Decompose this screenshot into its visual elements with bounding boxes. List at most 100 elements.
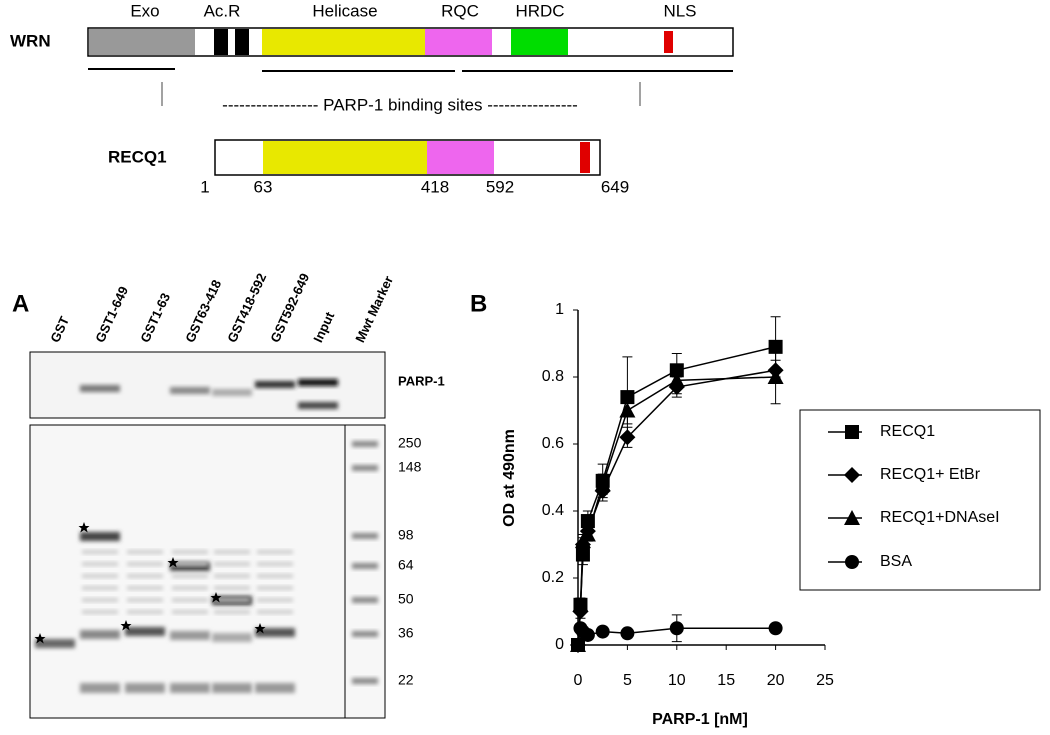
band: [172, 586, 208, 590]
domain-label: Ac.R: [204, 1, 241, 20]
marker-size: 50: [398, 591, 414, 607]
band: [170, 683, 210, 693]
marker: [767, 369, 784, 384]
legend-marker: [844, 510, 860, 525]
lane-label: GST: [47, 314, 72, 345]
band: [298, 402, 338, 409]
band: [212, 389, 252, 396]
band: [127, 574, 163, 578]
domain: [235, 29, 249, 55]
band: [214, 562, 250, 566]
recq1-diagram: RECQ1 1 63 418 592 649: [108, 139, 629, 196]
y-tick-label: 0: [555, 636, 564, 653]
position-label: 63: [254, 177, 273, 196]
legend: [799, 409, 1041, 591]
domain: [262, 29, 425, 55]
band: [172, 598, 208, 602]
band: [214, 550, 250, 554]
marker: [619, 402, 636, 418]
x-axis-title: PARP-1 [nM]: [652, 711, 748, 728]
domain: [214, 29, 228, 55]
marker: [619, 429, 636, 446]
marker: [595, 624, 610, 639]
band: [82, 562, 118, 566]
y-tick-label: 0.8: [542, 368, 564, 385]
domain-label: HRDC: [515, 1, 564, 20]
y-tick-label: 0.4: [542, 502, 564, 519]
gel: [29, 424, 386, 719]
marker: [669, 621, 684, 636]
bracket: [161, 82, 641, 106]
band: [257, 574, 293, 578]
y-axis-title: OD at 490nm: [501, 429, 518, 527]
band: [82, 598, 118, 602]
band: [80, 683, 120, 693]
marker: [620, 626, 635, 641]
legend-label: RECQ1+DNAseI: [880, 509, 1000, 526]
domain: [664, 31, 673, 53]
domain-label: RQC: [441, 1, 479, 20]
legend-label: RECQ1: [880, 423, 935, 440]
y-tick-label: 0.6: [542, 435, 564, 452]
protein-label: RECQ1: [108, 147, 167, 166]
blot-label: PARP-1: [398, 373, 445, 388]
band: [170, 387, 210, 394]
star: [34, 633, 46, 644]
band: [170, 631, 210, 640]
star: [254, 623, 266, 634]
domain-label: Helicase: [312, 1, 377, 20]
band: [35, 639, 75, 648]
y-tick-label: 0.2: [542, 569, 564, 586]
band: [82, 574, 118, 578]
band: [255, 628, 295, 637]
binding-label: ----------------- PARP-1 binding sites -…: [222, 95, 578, 114]
marker-band: [352, 678, 378, 684]
y-tick-label: 1: [555, 301, 564, 318]
band: [257, 586, 293, 590]
marker: [580, 627, 595, 642]
marker: [572, 596, 589, 612]
x-tick-label: 10: [668, 672, 686, 689]
band: [257, 562, 293, 566]
domain: [425, 29, 492, 55]
marker-band: [352, 533, 378, 539]
marker: [571, 638, 585, 652]
band: [125, 627, 165, 636]
band: [257, 598, 293, 602]
band: [172, 562, 208, 566]
band: [257, 550, 293, 554]
wrn-diagram: Exo Ac.R Helicase RQC HRDC NLS WRN -----…: [10, 1, 734, 114]
band: [172, 574, 208, 578]
band: [214, 598, 250, 602]
domain: [511, 29, 568, 55]
domain: [427, 141, 494, 174]
star: [210, 592, 222, 603]
marker-band: [352, 563, 378, 569]
marker-band: [352, 597, 378, 603]
band: [298, 379, 338, 386]
band: [212, 683, 252, 693]
position-label: 418: [421, 177, 449, 196]
band: [80, 532, 120, 541]
marker-band: [352, 441, 378, 447]
marker: [768, 621, 783, 636]
band: [127, 550, 163, 554]
band: [127, 598, 163, 602]
marker-band: [352, 465, 378, 471]
x-tick-label: 20: [767, 672, 785, 689]
band: [257, 610, 293, 614]
lane-label: GST1-63: [137, 291, 173, 345]
position-label: 1: [200, 177, 209, 196]
band: [214, 574, 250, 578]
band: [82, 610, 118, 614]
marker: [579, 526, 596, 542]
panel-label: A: [12, 290, 29, 317]
series-line: [577, 369, 776, 646]
panel-label: B: [470, 290, 487, 317]
band: [172, 610, 208, 614]
band: [127, 562, 163, 566]
marker-size: 36: [398, 625, 414, 641]
lane-label: GST592-649: [267, 271, 312, 345]
band: [127, 610, 163, 614]
domain: [89, 29, 195, 55]
